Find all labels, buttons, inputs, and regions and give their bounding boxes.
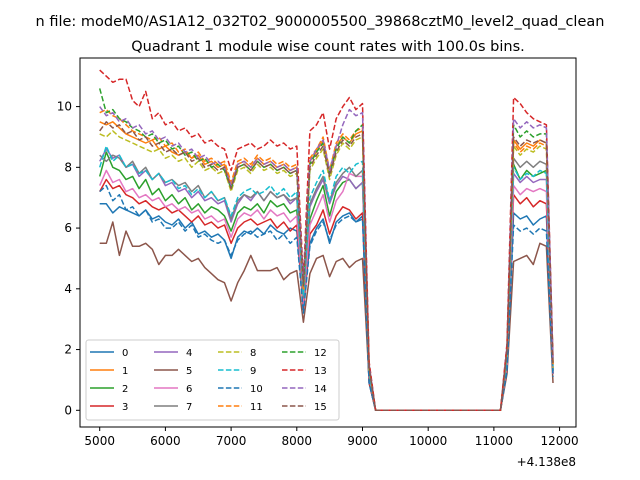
- x-tick-label: 9000: [347, 434, 378, 448]
- y-tick-label: 2: [64, 343, 72, 357]
- legend-label-2: 2: [122, 384, 128, 395]
- legend-label-3: 3: [122, 402, 128, 413]
- y-tick-label: 10: [57, 100, 72, 114]
- x-offset-label: +4.138e8: [517, 455, 576, 469]
- series-layer: [98, 69, 554, 412]
- legend-label-15: 15: [314, 402, 327, 413]
- legend-label-6: 6: [186, 384, 192, 395]
- x-axis: 5000 6000 7000 8000 9000 10000 11000 12000: [84, 427, 579, 448]
- plot-frame: [79, 57, 577, 428]
- legend-label-13: 13: [314, 366, 327, 377]
- x-tick-label: 11000: [475, 434, 513, 448]
- legend-label-12: 12: [314, 348, 327, 359]
- y-tick-label: 6: [64, 221, 72, 235]
- y-tick-label: 4: [64, 282, 72, 296]
- legend-box: [85, 339, 340, 421]
- series-line-9: [98, 145, 554, 412]
- legend-label-14: 14: [314, 384, 327, 395]
- x-tick-label: 12000: [540, 434, 578, 448]
- series-line-13: [99, 69, 554, 412]
- series-line-10: [99, 184, 554, 412]
- legend-label-7: 7: [186, 402, 192, 413]
- x-tick-label: 8000: [282, 434, 313, 448]
- legend-label-11: 11: [250, 402, 263, 413]
- chart-title: Quadrant 1 module wise count rates with …: [131, 39, 525, 55]
- legend-label-9: 9: [250, 366, 256, 377]
- legend-label-10: 10: [250, 384, 263, 395]
- y-tick-label: 8: [64, 160, 72, 174]
- legend-label-5: 5: [186, 366, 192, 377]
- y-axis: 0 2 4 6 8 10: [57, 100, 80, 417]
- figure-suptitle: n file: modeM0/AS1A12_032T02_9000005500_…: [36, 14, 605, 30]
- legend-label-4: 4: [186, 348, 192, 359]
- series-line-14: [99, 106, 554, 412]
- x-tick-label: 6000: [150, 434, 181, 448]
- legend-label-8: 8: [250, 348, 256, 359]
- x-tick-label: 5000: [84, 434, 115, 448]
- x-tick-label: 10000: [409, 434, 447, 448]
- series-line-15: [99, 121, 554, 412]
- x-tick-label: 7000: [216, 434, 247, 448]
- y-tick-label: 0: [64, 403, 72, 417]
- legend-label-1: 1: [122, 366, 128, 377]
- legend-label-0: 0: [122, 348, 128, 359]
